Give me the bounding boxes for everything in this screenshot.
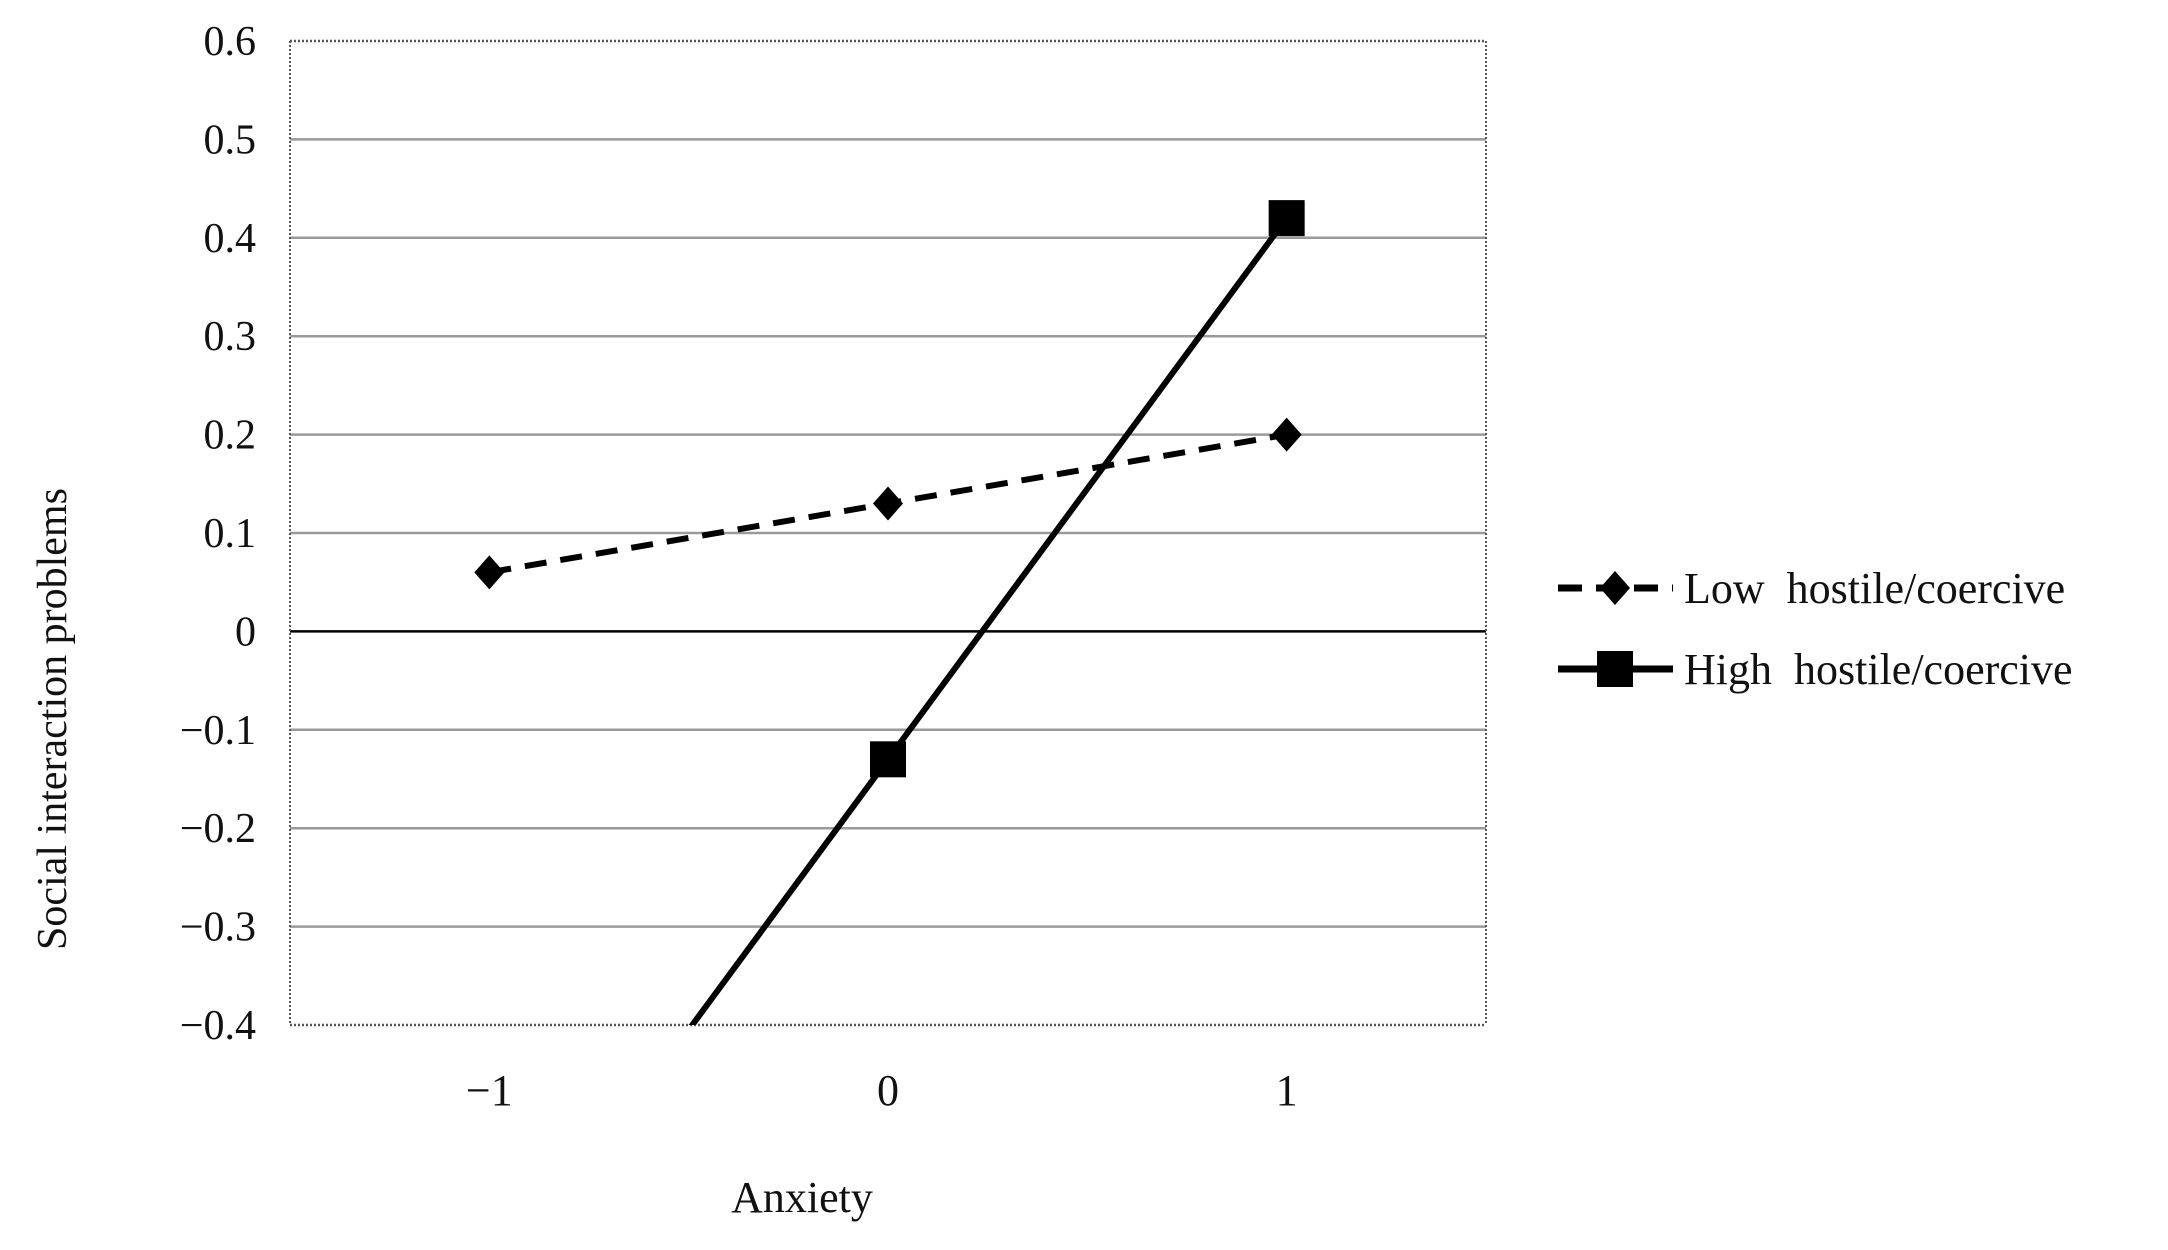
y-tick-label: −0.4: [180, 1003, 256, 1049]
y-tick-label: −0.1: [180, 708, 256, 754]
legend-label: High hostile/coercive: [1684, 645, 2073, 694]
data-point-diamond: [1271, 417, 1302, 452]
x-tick-label: −1: [466, 1066, 513, 1115]
x-tick-label: 0: [877, 1066, 899, 1115]
y-tick-label: 0.4: [204, 216, 257, 262]
y-tick-label: 0.6: [204, 19, 257, 65]
y-tick-label: 0: [235, 609, 256, 655]
legend: Low hostile/coercive High hostile/coerciv…: [1558, 564, 2073, 694]
y-tick-label: −0.3: [180, 905, 256, 951]
y-tick-label: 0.3: [204, 314, 257, 360]
legend-label: Low hostile/coercive: [1684, 564, 2065, 613]
y-axis-label: Social interaction problems: [30, 488, 76, 950]
y-tick-labels: 0.6 0.5 0.4 0.3 0.2 0.1 0 −0.1 −0.2 −0.3 −0.4: [180, 19, 256, 1049]
gridlines: [289, 39, 1487, 1027]
y-tick-label: 0.1: [204, 511, 257, 557]
markers-group: [474, 200, 1305, 778]
data-point-diamond: [873, 486, 903, 521]
x-tick-labels: −1 0 1: [466, 1066, 1298, 1115]
x-tick-label: 1: [1276, 1066, 1298, 1115]
legend-square-icon: [1597, 651, 1633, 687]
data-point-square: [1268, 200, 1305, 237]
y-tick-label: −0.2: [180, 806, 256, 852]
legend-diamond-icon: [1600, 571, 1630, 605]
y-tick-label: 0.5: [204, 117, 257, 163]
data-point-diamond: [474, 555, 505, 590]
data-point-square: [870, 741, 906, 778]
y-tick-label: 0.2: [204, 413, 257, 459]
x-axis-label: Anxiety: [731, 1173, 873, 1222]
